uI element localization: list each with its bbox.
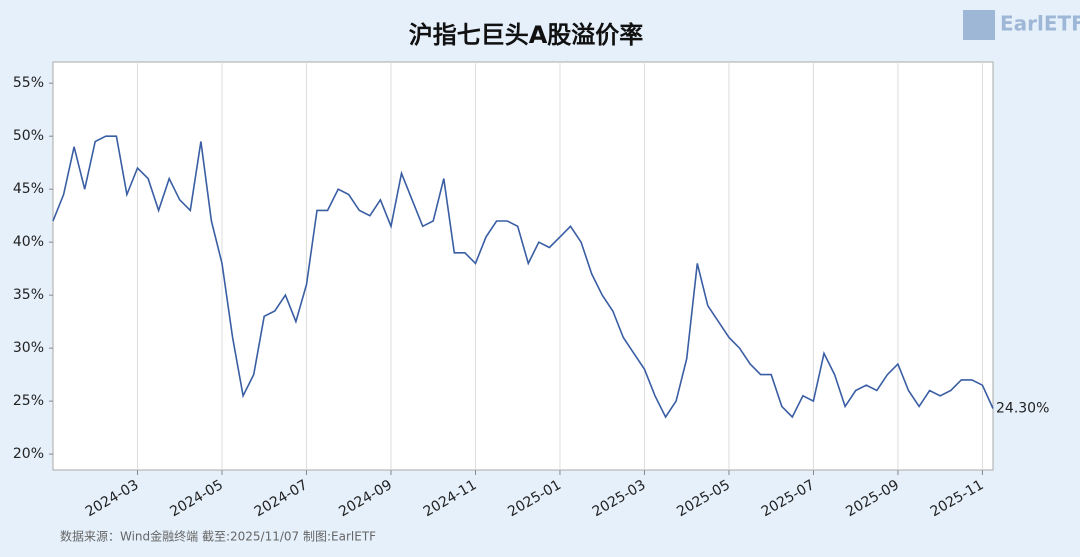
x-tick-label: 2024-03 xyxy=(83,477,142,520)
y-tick-label: 35% xyxy=(13,287,44,303)
x-tick-label: 2025-11 xyxy=(928,477,987,520)
logo-icon xyxy=(963,10,995,40)
y-tick-label: 25% xyxy=(13,393,44,409)
plot-area xyxy=(52,61,994,471)
y-tick-label: 20% xyxy=(13,446,44,462)
x-tick-label: 2025-07 xyxy=(759,477,818,520)
chart-title: 沪指七巨头A股溢价率 xyxy=(409,21,644,49)
y-tick-label: 55% xyxy=(13,75,44,91)
x-tick-label: 2024-09 xyxy=(336,477,395,520)
x-tick-label: 2025-03 xyxy=(590,477,649,520)
x-tick-label: 2024-05 xyxy=(167,477,226,520)
y-tick-label: 45% xyxy=(13,181,44,197)
logo: EarlETF xyxy=(1000,12,1080,36)
x-tick-label: 2024-11 xyxy=(421,477,480,520)
y-tick-label: 50% xyxy=(13,128,44,144)
value-label: 24.30% xyxy=(996,401,1049,417)
x-tick-label: 2024-07 xyxy=(252,477,311,520)
line-series xyxy=(52,135,994,419)
y-tick-label: 30% xyxy=(13,340,44,356)
x-tick-label: 2025-01 xyxy=(505,477,564,520)
x-tick-label: 2025-09 xyxy=(843,477,902,520)
x-tick-label: 2025-05 xyxy=(674,477,733,520)
y-tick-label: 40% xyxy=(13,234,44,250)
source-note: 数据来源：Wind金融终端 截至:2025/11/07 制图:EarlETF xyxy=(60,529,376,544)
